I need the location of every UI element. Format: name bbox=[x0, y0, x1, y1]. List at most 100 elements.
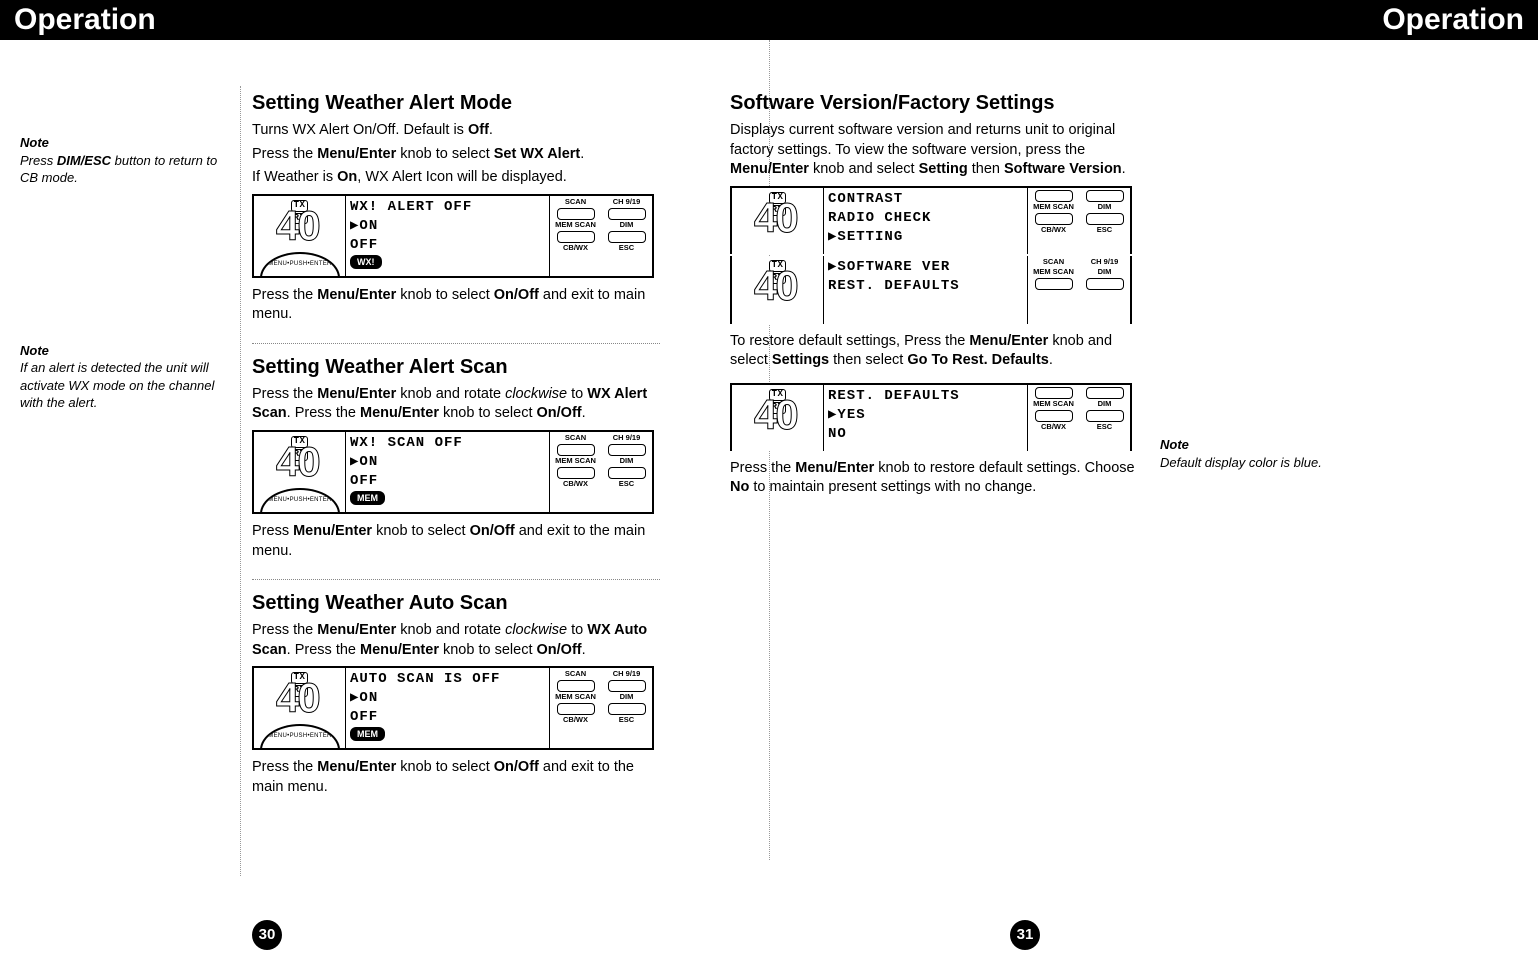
sec3-p1-m2: to bbox=[567, 622, 587, 638]
dim-button-icon bbox=[1086, 213, 1124, 225]
rsec-p2-b2: Settings bbox=[772, 352, 829, 368]
cbwx-label: CB/WX bbox=[1030, 422, 1077, 432]
cbwx-label: CB/WX bbox=[552, 715, 599, 725]
dim-button-icon bbox=[1086, 278, 1124, 290]
lcd2-buttons: SCAN CH 9/19 MEM SCAN DIM CB/WX ESC bbox=[550, 432, 652, 512]
channel-digits: 40 bbox=[276, 670, 319, 727]
channel-digits: 40 bbox=[276, 198, 319, 255]
rsec-p1-m2: then bbox=[968, 161, 1004, 177]
channel-digits: 40 bbox=[754, 387, 797, 444]
memscan-button-icon bbox=[1035, 278, 1073, 290]
left-margin-notes: Note Press DIM/ESC button to return to C… bbox=[20, 90, 230, 542]
dim-button-icon bbox=[608, 703, 646, 715]
note-1-bold: DIM/ESC bbox=[57, 153, 111, 168]
lcd-figure-r2: TX RX 40 ▶SOFTWARE VER REST. DEFAULTS SC… bbox=[730, 256, 1132, 324]
page-number-right: 31 bbox=[1010, 920, 1040, 950]
sec2-p1-b4: On/Off bbox=[537, 405, 582, 421]
rsec-p3: Press the Menu/Enter knob to restore def… bbox=[730, 459, 1138, 498]
lcdr1-line1: CONTRAST bbox=[828, 190, 1023, 209]
sec2-p1-m3: . Press the bbox=[287, 405, 360, 421]
sec1-p1-post: . bbox=[489, 122, 493, 138]
lcd1-left: TX RX 40 MENU•PUSH•ENTER bbox=[254, 196, 346, 276]
sec1-p2-pre: Press the bbox=[252, 146, 317, 162]
rsec-p1-m: knob and select bbox=[809, 161, 919, 177]
lcd2-mid: WX! SCAN OFF ▶ON OFF MEM bbox=[346, 432, 550, 512]
header-left: Operation bbox=[14, 3, 156, 37]
sec2-after-b1: Menu/Enter bbox=[293, 523, 372, 539]
sec3-p1-m3: . Press the bbox=[287, 642, 360, 658]
rsec-p3-m: knob to restore default settings. Choose bbox=[874, 460, 1134, 476]
divider-1 bbox=[252, 343, 660, 344]
knob-arc-icon: MENU•PUSH•ENTER bbox=[260, 488, 340, 514]
sec1-p2-b2: Set WX Alert bbox=[494, 146, 580, 162]
sec1-after-b1: Menu/Enter bbox=[317, 287, 396, 303]
rsec-p1-b3: Software Version bbox=[1004, 161, 1122, 177]
lcdr2-line3 bbox=[828, 296, 1023, 315]
dim-button-icon bbox=[608, 467, 646, 479]
sec1-p3-post: , WX Alert Icon will be displayed. bbox=[357, 169, 567, 185]
lcd2-line3: OFF bbox=[350, 472, 545, 491]
left-main-column: Setting Weather Alert Mode Turns WX Aler… bbox=[252, 90, 660, 815]
lcdr1-left: TX RX 40 bbox=[732, 188, 824, 254]
memscan-button-icon bbox=[1035, 410, 1073, 422]
sec3-p1-i: clockwise bbox=[505, 622, 567, 638]
memscan-label: MEM SCAN bbox=[1030, 267, 1077, 277]
section-wx-alert-mode: Setting Weather Alert Mode Turns WX Aler… bbox=[252, 90, 660, 325]
lcdr2-line2: REST. DEFAULTS bbox=[828, 277, 1023, 296]
channel-digits: 40 bbox=[754, 190, 797, 247]
esc-label: ESC bbox=[603, 479, 650, 489]
sec3-after-b1: Menu/Enter bbox=[317, 759, 396, 775]
dim-button-icon bbox=[1086, 410, 1124, 422]
sec1-after-b2: On/Off bbox=[494, 287, 539, 303]
note-2: Note If an alert is detected the unit wi… bbox=[20, 342, 230, 412]
sec1-p3: If Weather is On, WX Alert Icon will be … bbox=[252, 168, 660, 188]
lcd3-buttons: SCAN CH 9/19 MEM SCAN DIM CB/WX ESC bbox=[550, 668, 652, 748]
rsec-p2-b1: Menu/Enter bbox=[969, 333, 1048, 349]
lcdr1-buttons: MEM SCAN DIM CB/WX ESC bbox=[1028, 188, 1130, 254]
sec3-after-b2: On/Off bbox=[494, 759, 539, 775]
sec2-p1-i: clockwise bbox=[505, 386, 567, 402]
lcd3-mid: AUTO SCAN IS OFF ▶ON OFF MEM bbox=[346, 668, 550, 748]
note-3: Note Default display color is blue. bbox=[1160, 436, 1390, 471]
scan-label: SCAN bbox=[552, 197, 599, 207]
lcd2-line1: WX! SCAN OFF bbox=[350, 434, 545, 453]
page-number-left: 30 bbox=[252, 920, 282, 950]
sec2-p1-m2: to bbox=[567, 386, 587, 402]
rsec-p3-b2: No bbox=[730, 479, 749, 495]
lcdr1-mid: CONTRAST RADIO CHECK ▶SETTING bbox=[824, 188, 1028, 254]
lcd1-buttons: SCAN CH 9/19 MEM SCAN DIM CB/WX ESC bbox=[550, 196, 652, 276]
note-2-body: If an alert is detected the unit will ac… bbox=[20, 359, 230, 412]
sec2-p1-m4: knob to select bbox=[439, 405, 537, 421]
rsec-p2-m2: then select bbox=[829, 352, 907, 368]
section-software-version: Software Version/Factory Settings Displa… bbox=[730, 90, 1138, 498]
esc-label: ESC bbox=[603, 243, 650, 253]
lcd-figure-r1: TX RX 40 CONTRAST RADIO CHECK ▶SETTING M… bbox=[730, 186, 1132, 254]
lcd1-line1: WX! ALERT OFF bbox=[350, 198, 545, 217]
rsec-p1-b1: Menu/Enter bbox=[730, 161, 809, 177]
sec1-after: Press the Menu/Enter knob to select On/O… bbox=[252, 286, 660, 325]
rsec-p3-b1: Menu/Enter bbox=[795, 460, 874, 476]
memscan-button-icon bbox=[557, 703, 595, 715]
rsec-p3-post: to maintain present settings with no cha… bbox=[749, 479, 1036, 495]
scan-label: SCAN bbox=[552, 669, 599, 679]
sec3-p1-b3: Menu/Enter bbox=[360, 642, 439, 658]
memscan-label: MEM SCAN bbox=[1030, 202, 1077, 212]
sec2-p1-pre: Press the bbox=[252, 386, 317, 402]
note-3-label: Note bbox=[1160, 436, 1390, 454]
rsec-p1: Displays current software version and re… bbox=[730, 121, 1138, 180]
sec2-after-pre: Press bbox=[252, 523, 293, 539]
note-1: Note Press DIM/ESC button to return to C… bbox=[20, 134, 230, 187]
sec1-p2-mid: knob to select bbox=[396, 146, 494, 162]
lcdr3-mid: REST. DEFAULTS ▶YES NO bbox=[824, 385, 1028, 451]
sec2-p1-b1: Menu/Enter bbox=[317, 386, 396, 402]
lcdr2-line1: ▶SOFTWARE VER bbox=[828, 258, 1023, 277]
sec2-p1: Press the Menu/Enter knob and rotate clo… bbox=[252, 385, 660, 424]
ch919-button-icon bbox=[608, 444, 646, 456]
dim-label: DIM bbox=[603, 692, 650, 702]
sec3-p1-post: . bbox=[582, 642, 586, 658]
ch919-button-icon bbox=[1086, 190, 1124, 202]
left-vertical-guide bbox=[240, 86, 241, 876]
lcd1-line2: ▶ON bbox=[350, 217, 545, 236]
lcd1-badge-row: WX! bbox=[350, 255, 545, 274]
lcdr3-line1: REST. DEFAULTS bbox=[828, 387, 1023, 406]
